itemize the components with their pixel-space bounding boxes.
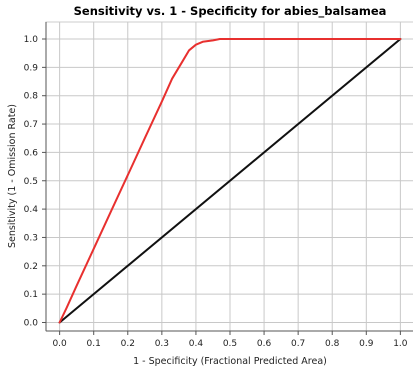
x-tick-label: 0.8: [325, 339, 340, 349]
x-tick-label: 0.1: [87, 339, 101, 349]
grid-layer: [46, 22, 413, 331]
x-tick-label: 0.3: [155, 339, 169, 349]
x-tick-label: 0.2: [121, 339, 135, 349]
x-tick-label: 0.5: [223, 339, 237, 349]
y-tick-label: 0.8: [24, 92, 39, 102]
random-prediction-line: [58, 38, 402, 324]
tick-layer: 0.0 0.1 0.2 0.3 0.4 0.5 0.6 0.7 0.8 0.9 1.0 0.0 0.1 0…: [24, 22, 413, 349]
roc-curve-line: [58, 38, 402, 324]
y-tick-label: 0.3: [24, 233, 38, 243]
y-tick-label: 0.1: [24, 290, 38, 300]
y-tick-label: 0.2: [24, 262, 38, 272]
x-tick-label: 0.9: [359, 339, 374, 349]
y-tick-label: 0.0: [24, 318, 39, 328]
x-tick-label: 0.4: [189, 339, 204, 349]
y-axis-label: Sensitivity (1 - Omission Rate): [7, 104, 18, 248]
y-tick-label: 1.0: [24, 35, 39, 45]
y-tick-label: 0.4: [24, 205, 39, 215]
y-tick-label: 0.9: [24, 63, 39, 73]
x-axis-label: 1 - Specificity (Fractional Predicted Ar…: [133, 356, 327, 367]
y-tick-label: 0.6: [24, 148, 39, 158]
x-tick-label: 0.6: [257, 339, 272, 349]
x-tick-label: 0.7: [291, 339, 305, 349]
series-layer: [58, 38, 402, 324]
x-tick-label: 1.0: [393, 339, 408, 349]
y-tick-label: 0.5: [24, 177, 38, 187]
y-tick-label: 0.7: [24, 120, 38, 130]
x-tick-label: 0.0: [52, 339, 67, 349]
chart-title: Sensitivity vs. 1 - Specificity for abie…: [74, 4, 387, 19]
